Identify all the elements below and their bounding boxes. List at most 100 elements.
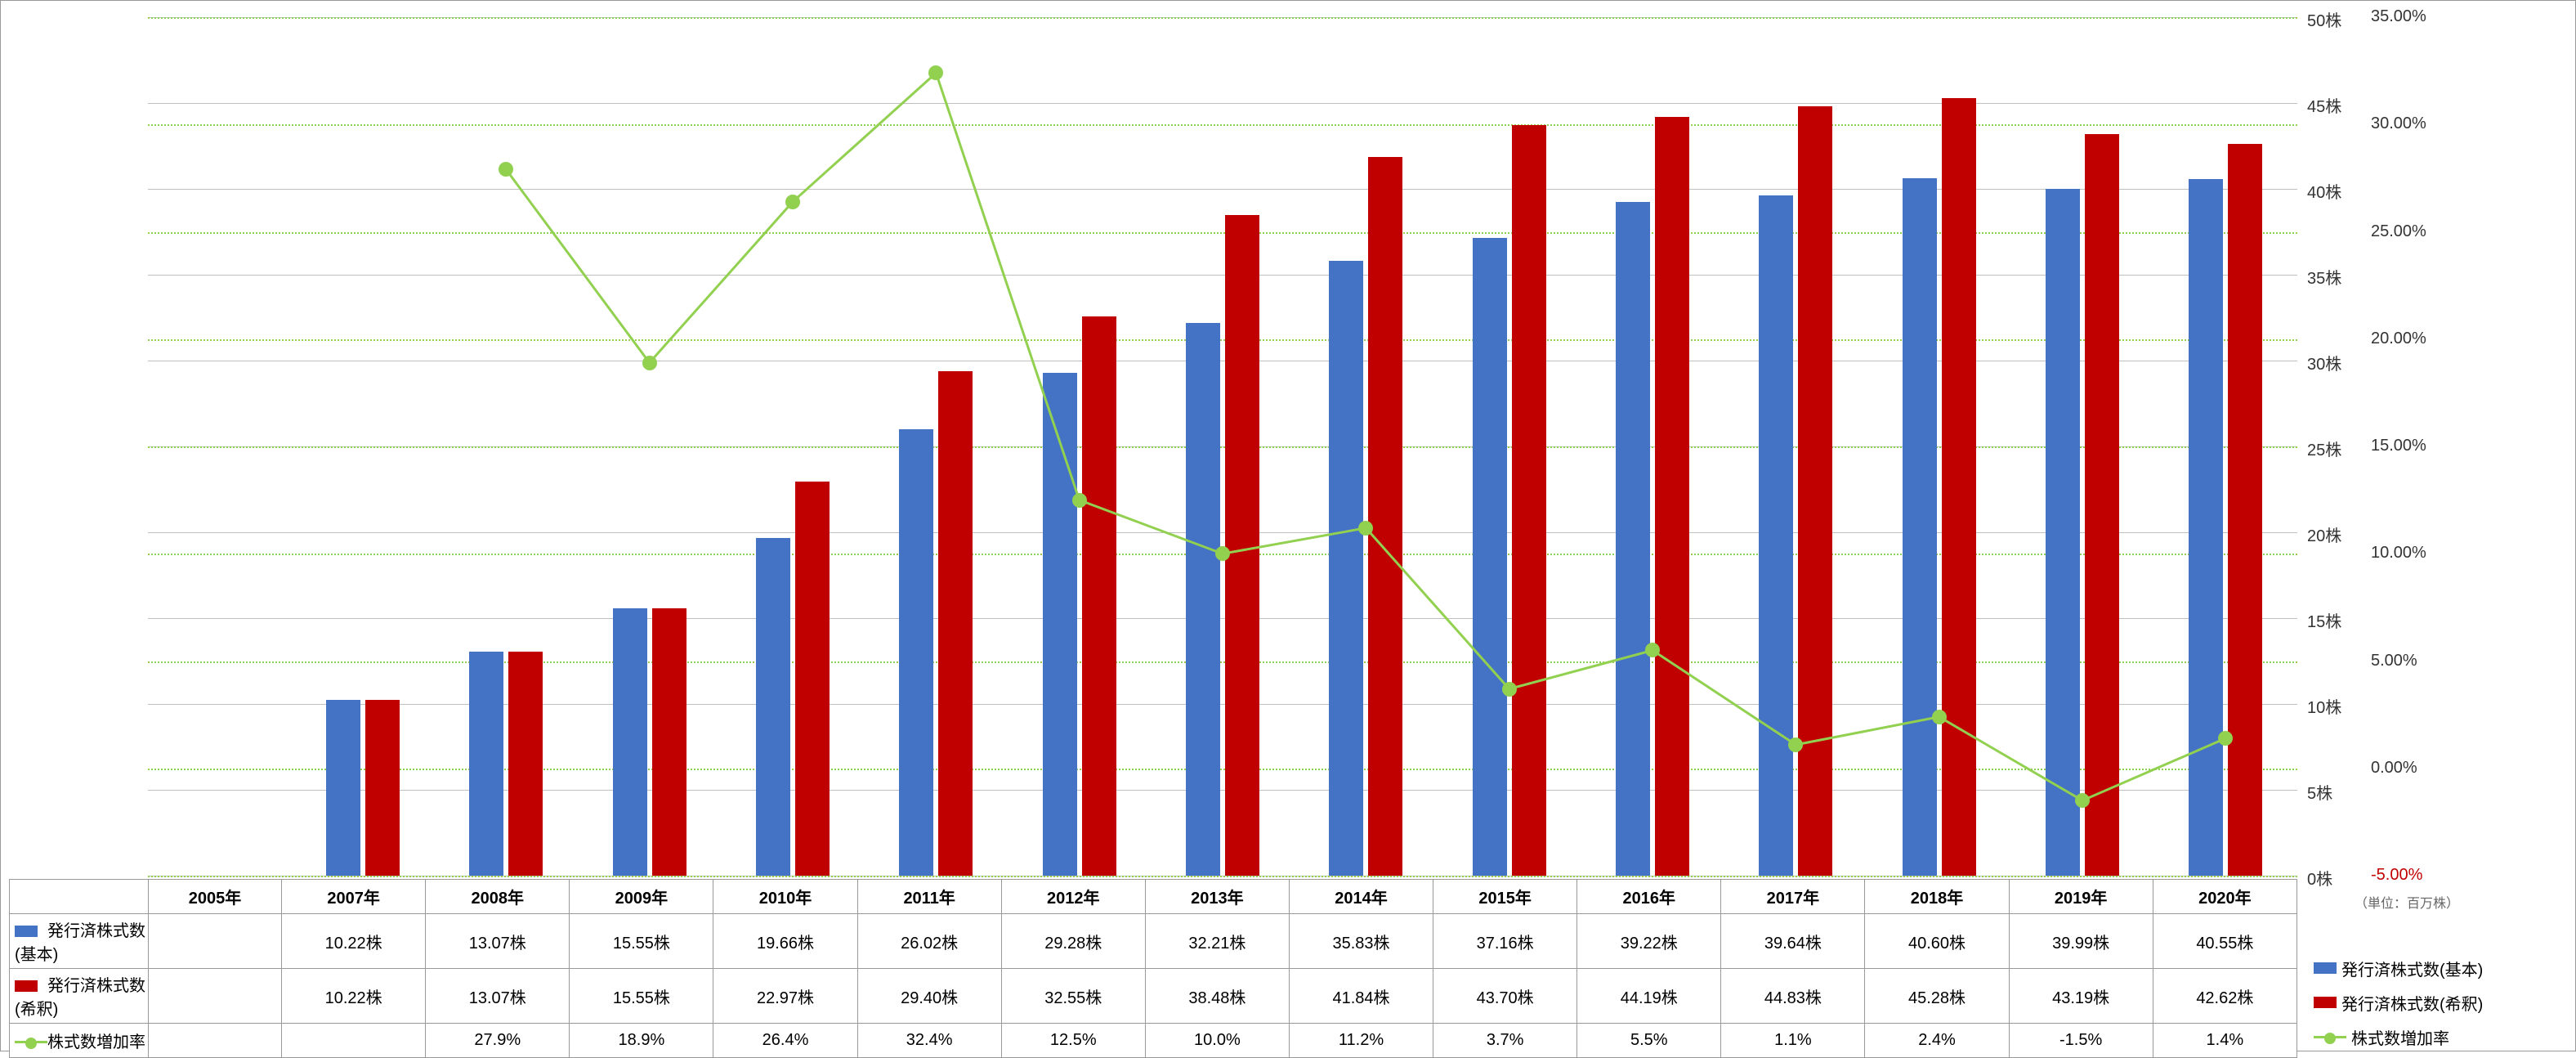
table-cell: 27.9%: [426, 1024, 570, 1058]
data-table: 2005年2007年2008年2009年2010年2011年2012年2013年…: [9, 879, 2297, 1058]
plot-area: [148, 17, 2297, 876]
y1-tick-label: 35株: [2307, 265, 2364, 289]
y1-tick-label: 10株: [2307, 694, 2364, 718]
y2-tick-label: 10.00%: [2371, 544, 2444, 563]
y2-tick-label: -5.00%: [2371, 866, 2444, 885]
y1-tick-label: 40株: [2307, 179, 2364, 203]
legend-item-diluted: 発行済株式数(希釈): [2314, 985, 2483, 1020]
y2-tick-label: 0.00%: [2371, 759, 2444, 778]
legend-item-basic: 発行済株式数(基本): [2314, 951, 2483, 985]
table-cell: 40.60株: [1865, 914, 2009, 969]
legend: 発行済株式数(基本) 発行済株式数(希釈) 株式数増加率: [2314, 917, 2483, 1054]
table-cell: [149, 1024, 282, 1058]
table-col-header: 2013年: [1145, 880, 1289, 914]
table-cell: 39.99株: [2009, 914, 2153, 969]
growth-marker: [642, 356, 657, 370]
table-header-row: 2005年2007年2008年2009年2010年2011年2012年2013年…: [10, 880, 2297, 914]
growth-marker: [2075, 793, 2090, 808]
y1-tick-label: 30株: [2307, 351, 2364, 374]
y2-tick-label: 20.00%: [2371, 330, 2444, 348]
table-col-header: 2011年: [857, 880, 1001, 914]
table-col-header: 2014年: [1289, 880, 1433, 914]
table-col-header: 2008年: [426, 880, 570, 914]
table-col-header: 2018年: [1865, 880, 2009, 914]
table-col-header: 2020年: [2153, 880, 2296, 914]
swatch-line: [2314, 1036, 2346, 1038]
table-cell: 15.55株: [570, 914, 713, 969]
table-cell: 43.19株: [2009, 969, 2153, 1024]
table-cell: 44.19株: [1577, 969, 1721, 1024]
table-col-header: 2017年: [1721, 880, 1865, 914]
legend-label-basic: 発行済株式数(基本): [2341, 957, 2483, 980]
table-cell: 10.22株: [282, 914, 426, 969]
table-cell: 26.4%: [713, 1024, 857, 1058]
y1-tick-label: 5株: [2307, 780, 2364, 804]
growth-marker: [1645, 643, 1660, 657]
growth-marker: [1358, 521, 1373, 536]
table-cell: 1.4%: [2153, 1024, 2296, 1058]
table-cell: 32.21株: [1145, 914, 1289, 969]
table-row-header: 発行済株式数(希釈): [10, 969, 149, 1024]
chart-container: 0株5株10株15株20株25株30株35株40株45株50株 -5.00%0.…: [0, 0, 2576, 1051]
growth-marker: [928, 65, 943, 80]
table-cell: 2.4%: [1865, 1024, 2009, 1058]
growth-marker: [1072, 493, 1087, 508]
table-cell: 42.62株: [2153, 969, 2296, 1024]
table-col-header: 2010年: [713, 880, 857, 914]
table-cell: 22.97株: [713, 969, 857, 1024]
y2-tick-label: 5.00%: [2371, 652, 2444, 670]
y1-tick-label: 0株: [2307, 866, 2364, 890]
table-cell: 15.55株: [570, 969, 713, 1024]
table-cell: 29.40株: [857, 969, 1001, 1024]
table-cell: 32.55株: [1001, 969, 1145, 1024]
legend-label-diluted: 発行済株式数(希釈): [2341, 991, 2483, 1015]
y1-tick-label: 45株: [2307, 93, 2364, 117]
table-cell: 12.5%: [1001, 1024, 1145, 1058]
table-cell: 3.7%: [1433, 1024, 1577, 1058]
table-corner: [10, 880, 149, 914]
table-cell: 5.5%: [1577, 1024, 1721, 1058]
table-col-header: 2016年: [1577, 880, 1721, 914]
growth-line-svg: [148, 17, 2297, 876]
growth-marker: [1788, 737, 1803, 752]
gridline-y2: [148, 876, 2297, 877]
table-col-header: 2009年: [570, 880, 713, 914]
growth-marker: [1215, 546, 1230, 561]
table-cell: [282, 1024, 426, 1058]
growth-polyline: [506, 73, 2225, 800]
table-cell: 43.70株: [1433, 969, 1577, 1024]
table-cell: 26.02株: [857, 914, 1001, 969]
table-col-header: 2007年: [282, 880, 426, 914]
table-cell: 39.64株: [1721, 914, 1865, 969]
growth-marker: [1502, 682, 1517, 697]
legend-item-growth: 株式数増加率: [2314, 1020, 2483, 1054]
growth-marker: [785, 195, 800, 209]
table-cell: 41.84株: [1289, 969, 1433, 1024]
y1-tick-label: 25株: [2307, 437, 2364, 460]
growth-marker: [499, 162, 513, 177]
y2-tick-label: 15.00%: [2371, 437, 2444, 455]
y1-unit-note: （単位：百万株）: [2355, 892, 2459, 912]
table-cell: 13.07株: [426, 969, 570, 1024]
table-cell: 35.83株: [1289, 914, 1433, 969]
table-cell: 19.66株: [713, 914, 857, 969]
y1-tick-label: 20株: [2307, 522, 2364, 546]
table-col-header: 2019年: [2009, 880, 2153, 914]
swatch-blue: [2314, 962, 2337, 974]
table-cell: 13.07株: [426, 914, 570, 969]
y1-tick-label: 50株: [2307, 7, 2364, 31]
table-row: 発行済株式数(希釈)10.22株13.07株15.55株22.97株29.40株…: [10, 969, 2297, 1024]
legend-label-growth: 株式数増加率: [2351, 1025, 2449, 1049]
table-cell: 37.16株: [1433, 914, 1577, 969]
table-cell: 11.2%: [1289, 1024, 1433, 1058]
table-col-header: 2005年: [149, 880, 282, 914]
table-row-header: 株式数増加率: [10, 1024, 149, 1058]
table-cell: [149, 914, 282, 969]
growth-marker: [1932, 710, 1947, 724]
table-row: 発行済株式数(基本)10.22株13.07株15.55株19.66株26.02株…: [10, 914, 2297, 969]
table-cell: 39.22株: [1577, 914, 1721, 969]
swatch-red: [2314, 997, 2337, 1008]
table-cell: -1.5%: [2009, 1024, 2153, 1058]
table-cell: 10.0%: [1145, 1024, 1289, 1058]
table-cell: 40.55株: [2153, 914, 2296, 969]
